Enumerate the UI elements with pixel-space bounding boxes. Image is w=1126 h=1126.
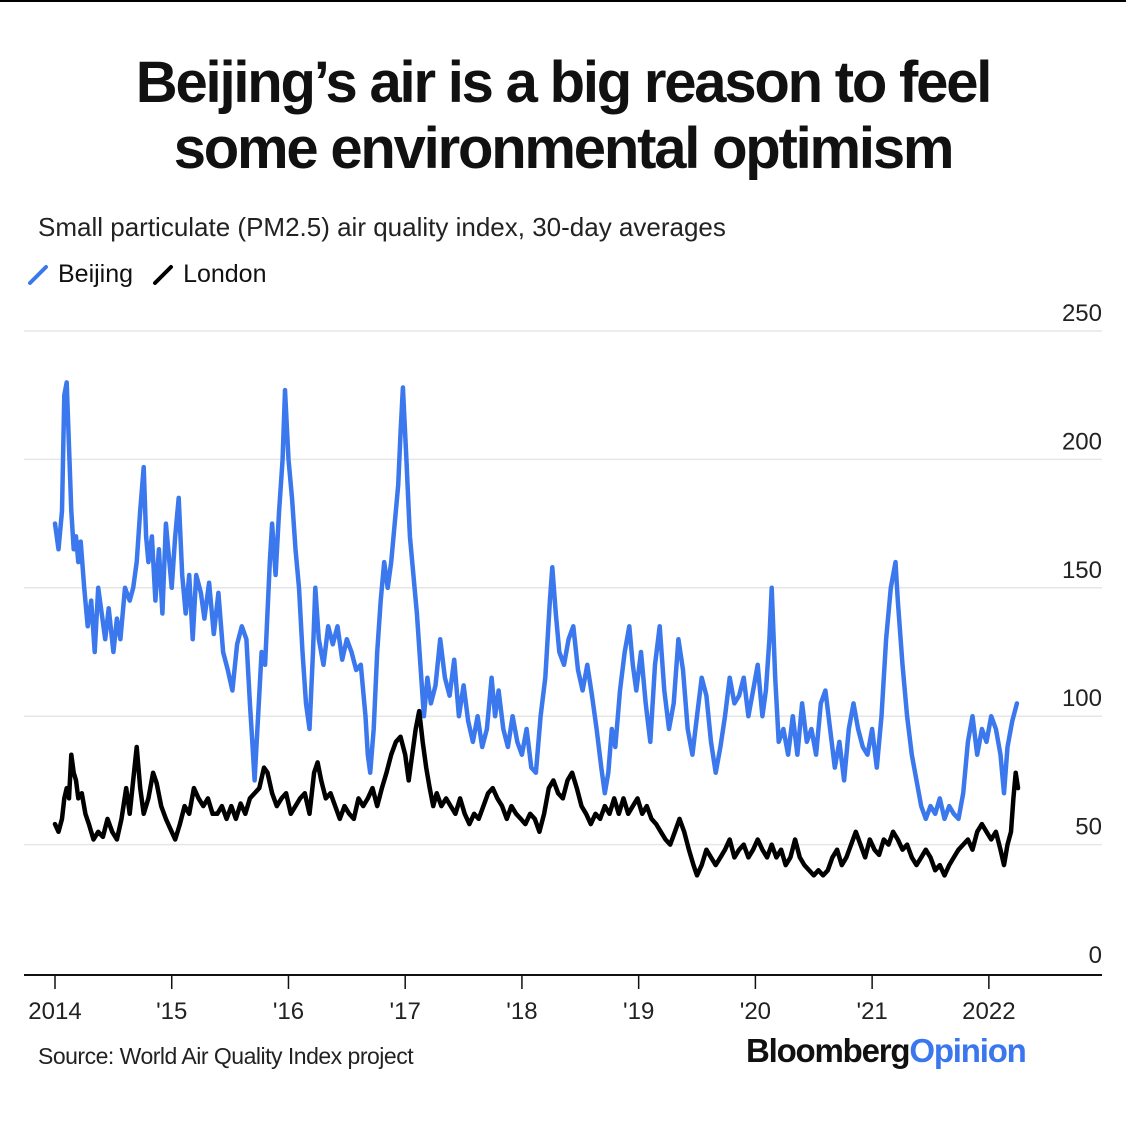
- chart-title-line-1: Beijing’s air is a big reason to feel: [135, 50, 993, 115]
- x-tick-label: '15: [156, 998, 187, 1025]
- series-line-beijing: [52, 380, 1020, 822]
- x-tick-label: '19: [623, 998, 654, 1025]
- brand-logo: BloombergOpinion: [746, 1032, 1027, 1070]
- chart-title-line-2: some environmental optimism: [173, 116, 955, 181]
- source-note: Source: World Air Quality Index project: [38, 1043, 414, 1069]
- legend-label-beijing: Beijing: [58, 260, 134, 288]
- x-tick-label: '18: [506, 998, 537, 1025]
- legend-item-beijing: Beijing: [26, 260, 133, 289]
- legend-item-london: London: [151, 260, 267, 289]
- brand-logo-opinion: Opinion: [909, 1032, 1026, 1069]
- y-tick-label: 50: [1075, 814, 1102, 841]
- x-tick-label: 2022: [962, 998, 1015, 1025]
- top-rule: [0, 0, 1126, 2]
- legend-swatch-beijing: [28, 264, 48, 285]
- y-tick-label: 100: [1062, 685, 1102, 712]
- chart-subtitle: Small particulate (PM2.5) air quality in…: [38, 212, 726, 242]
- brand-logo-bloomberg: Bloomberg: [746, 1032, 911, 1069]
- legend: Beijing London: [26, 260, 285, 289]
- y-tick-label: 0: [1089, 942, 1102, 969]
- x-tick-label: '20: [740, 998, 771, 1025]
- x-tick-label: '16: [273, 998, 304, 1025]
- y-tick-label: 200: [1062, 428, 1102, 455]
- legend-label-london: London: [183, 260, 267, 288]
- legend-swatch-london: [153, 264, 174, 285]
- x-tick-label: 2014: [28, 998, 81, 1025]
- y-tick-label: 150: [1062, 557, 1102, 584]
- series-line-london: [52, 708, 1021, 878]
- x-tick-label: '17: [390, 998, 421, 1025]
- x-tick-label: '21: [856, 998, 887, 1025]
- y-tick-label: 250: [1062, 300, 1102, 327]
- chart-title: Beijing’s air is a big reason to feel so…: [0, 50, 1126, 182]
